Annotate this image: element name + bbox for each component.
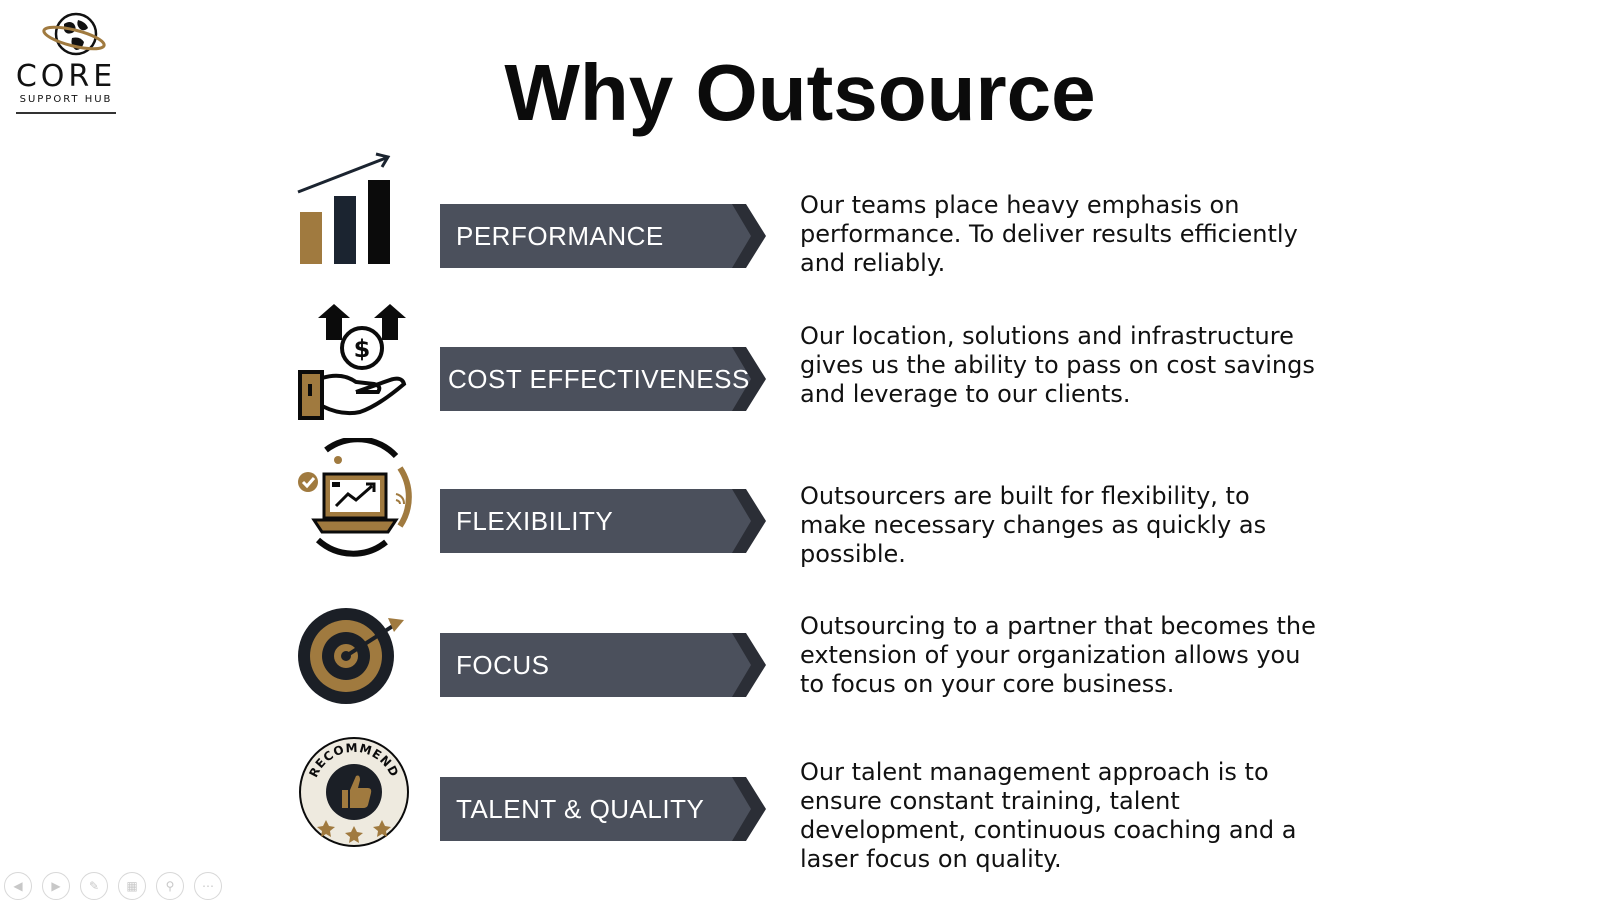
- laptop-flexibility-icon: [296, 436, 416, 558]
- slides-grid-icon[interactable]: ▦: [118, 872, 146, 900]
- description-flexibility: Outsourcers are built for flexibility, t…: [800, 482, 1267, 568]
- logo-subtitle: SUPPORT HUB: [19, 94, 113, 105]
- logo-underline: [16, 112, 116, 114]
- banner-focus: FOCUS: [440, 633, 766, 697]
- globe-logo-icon: [42, 12, 106, 56]
- more-icon[interactable]: ⋯: [194, 872, 222, 900]
- zoom-icon[interactable]: ⚲: [156, 872, 184, 900]
- banner-talent-quality: TALENT & QUALITY: [440, 777, 766, 841]
- banner-label: COST EFFECTIVENESS: [448, 364, 750, 394]
- target-arrow-icon: [296, 604, 416, 724]
- banner-label: TALENT & QUALITY: [456, 794, 705, 824]
- logo-wordmark: CORE: [15, 59, 117, 94]
- description-performance: Our teams place heavy emphasis on perfor…: [800, 191, 1298, 277]
- page-title: Why Outsource: [504, 48, 1096, 137]
- banner-flexibility: FLEXIBILITY: [440, 489, 766, 553]
- description-talent-quality: Our talent management approach is to ens…: [800, 758, 1297, 873]
- banner-label: FLEXIBILITY: [456, 506, 614, 536]
- banner-cost-effectiveness: COST EFFECTIVENESS: [440, 347, 766, 411]
- recommend-badge-icon: RECOMMEND: [296, 736, 416, 856]
- description-cost-effectiveness: Our location, solutions and infrastructu…: [800, 322, 1315, 408]
- next-icon[interactable]: ▶: [42, 872, 70, 900]
- description-focus: Outsourcing to a partner that becomes th…: [800, 612, 1316, 698]
- company-logo: CORE SUPPORT HUB: [14, 10, 118, 114]
- bar-chart-growth-icon: [296, 150, 416, 270]
- svg-text:$: $: [354, 335, 371, 363]
- banner-performance: PERFORMANCE: [440, 204, 766, 268]
- banner-label: PERFORMANCE: [456, 221, 664, 251]
- pen-icon[interactable]: ✎: [80, 872, 108, 900]
- banner-label: FOCUS: [456, 650, 550, 680]
- hand-coin-savings-icon: $: [296, 300, 416, 420]
- previous-icon[interactable]: ◀: [4, 872, 32, 900]
